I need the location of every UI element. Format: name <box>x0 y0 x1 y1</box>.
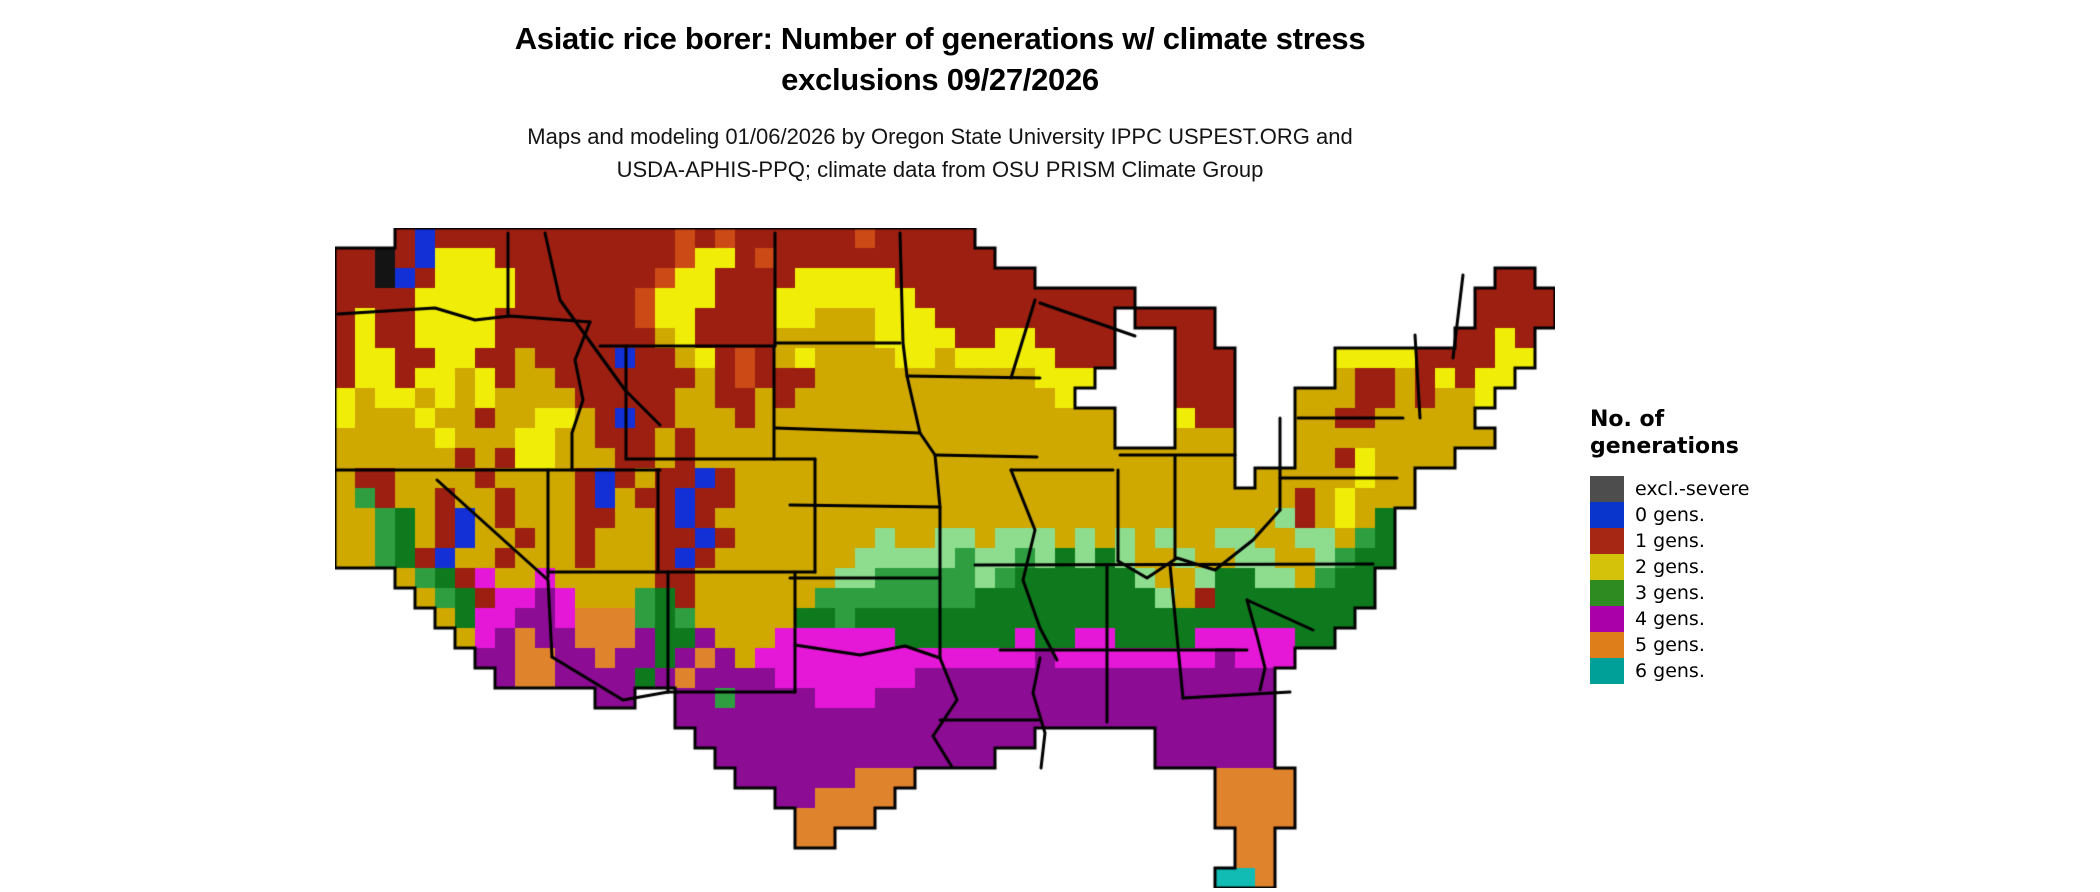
us-map-canvas <box>335 228 1555 888</box>
6-gens-swatch-icon <box>1590 658 1624 684</box>
page-title-line1: Asiatic rice borer: Number of generation… <box>514 21 1366 56</box>
legend-item-5-gens: 5 gens. <box>1590 632 1890 658</box>
page-subtitle-line1: Maps and modeling 01/06/2026 by Oregon S… <box>527 124 1353 149</box>
legend-item-4-gens: 4 gens. <box>1590 606 1890 632</box>
legend-item-label: 4 gens. <box>1635 608 1705 630</box>
legend: No. of generations excl.-severe 0 gens. … <box>1590 406 1890 684</box>
legend-item-excl-severe: excl.-severe <box>1590 476 1890 502</box>
legend-item-3-gens: 3 gens. <box>1590 580 1890 606</box>
3-gens-swatch-icon <box>1590 580 1624 606</box>
1-gens-swatch-icon <box>1590 528 1624 554</box>
page-subtitle-line2: USDA-APHIS-PPQ; climate data from OSU PR… <box>616 157 1264 182</box>
legend-item-label: excl.-severe <box>1635 478 1750 500</box>
page-subtitle: Maps and modeling 01/06/2026 by Oregon S… <box>60 120 1820 186</box>
legend-item-label: 0 gens. <box>1635 504 1705 526</box>
legend-item-label: 3 gens. <box>1635 582 1705 604</box>
4-gens-swatch-icon <box>1590 606 1624 632</box>
legend-item-6-gens: 6 gens. <box>1590 658 1890 684</box>
0-gens-swatch-icon <box>1590 502 1624 528</box>
page-title-line2: exclusions 09/27/2026 <box>781 62 1099 97</box>
5-gens-swatch-icon <box>1590 632 1624 658</box>
excl-severe-swatch-icon <box>1590 476 1624 502</box>
page-title: Asiatic rice borer: Number of generation… <box>60 18 1820 100</box>
legend-item-label: 6 gens. <box>1635 660 1705 682</box>
legend-title-line1: No. of <box>1590 407 1665 432</box>
legend-items: excl.-severe 0 gens. 1 gens. 2 gens. 3 g… <box>1590 476 1890 684</box>
2-gens-swatch-icon <box>1590 554 1624 580</box>
legend-title-line2: generations <box>1590 434 1739 459</box>
legend-item-label: 1 gens. <box>1635 530 1705 552</box>
legend-item-label: 2 gens. <box>1635 556 1705 578</box>
legend-item-label: 5 gens. <box>1635 634 1705 656</box>
legend-item-2-gens: 2 gens. <box>1590 554 1890 580</box>
us-generations-map <box>335 228 1555 888</box>
legend-item-0-gens: 0 gens. <box>1590 502 1890 528</box>
legend-item-1-gens: 1 gens. <box>1590 528 1890 554</box>
